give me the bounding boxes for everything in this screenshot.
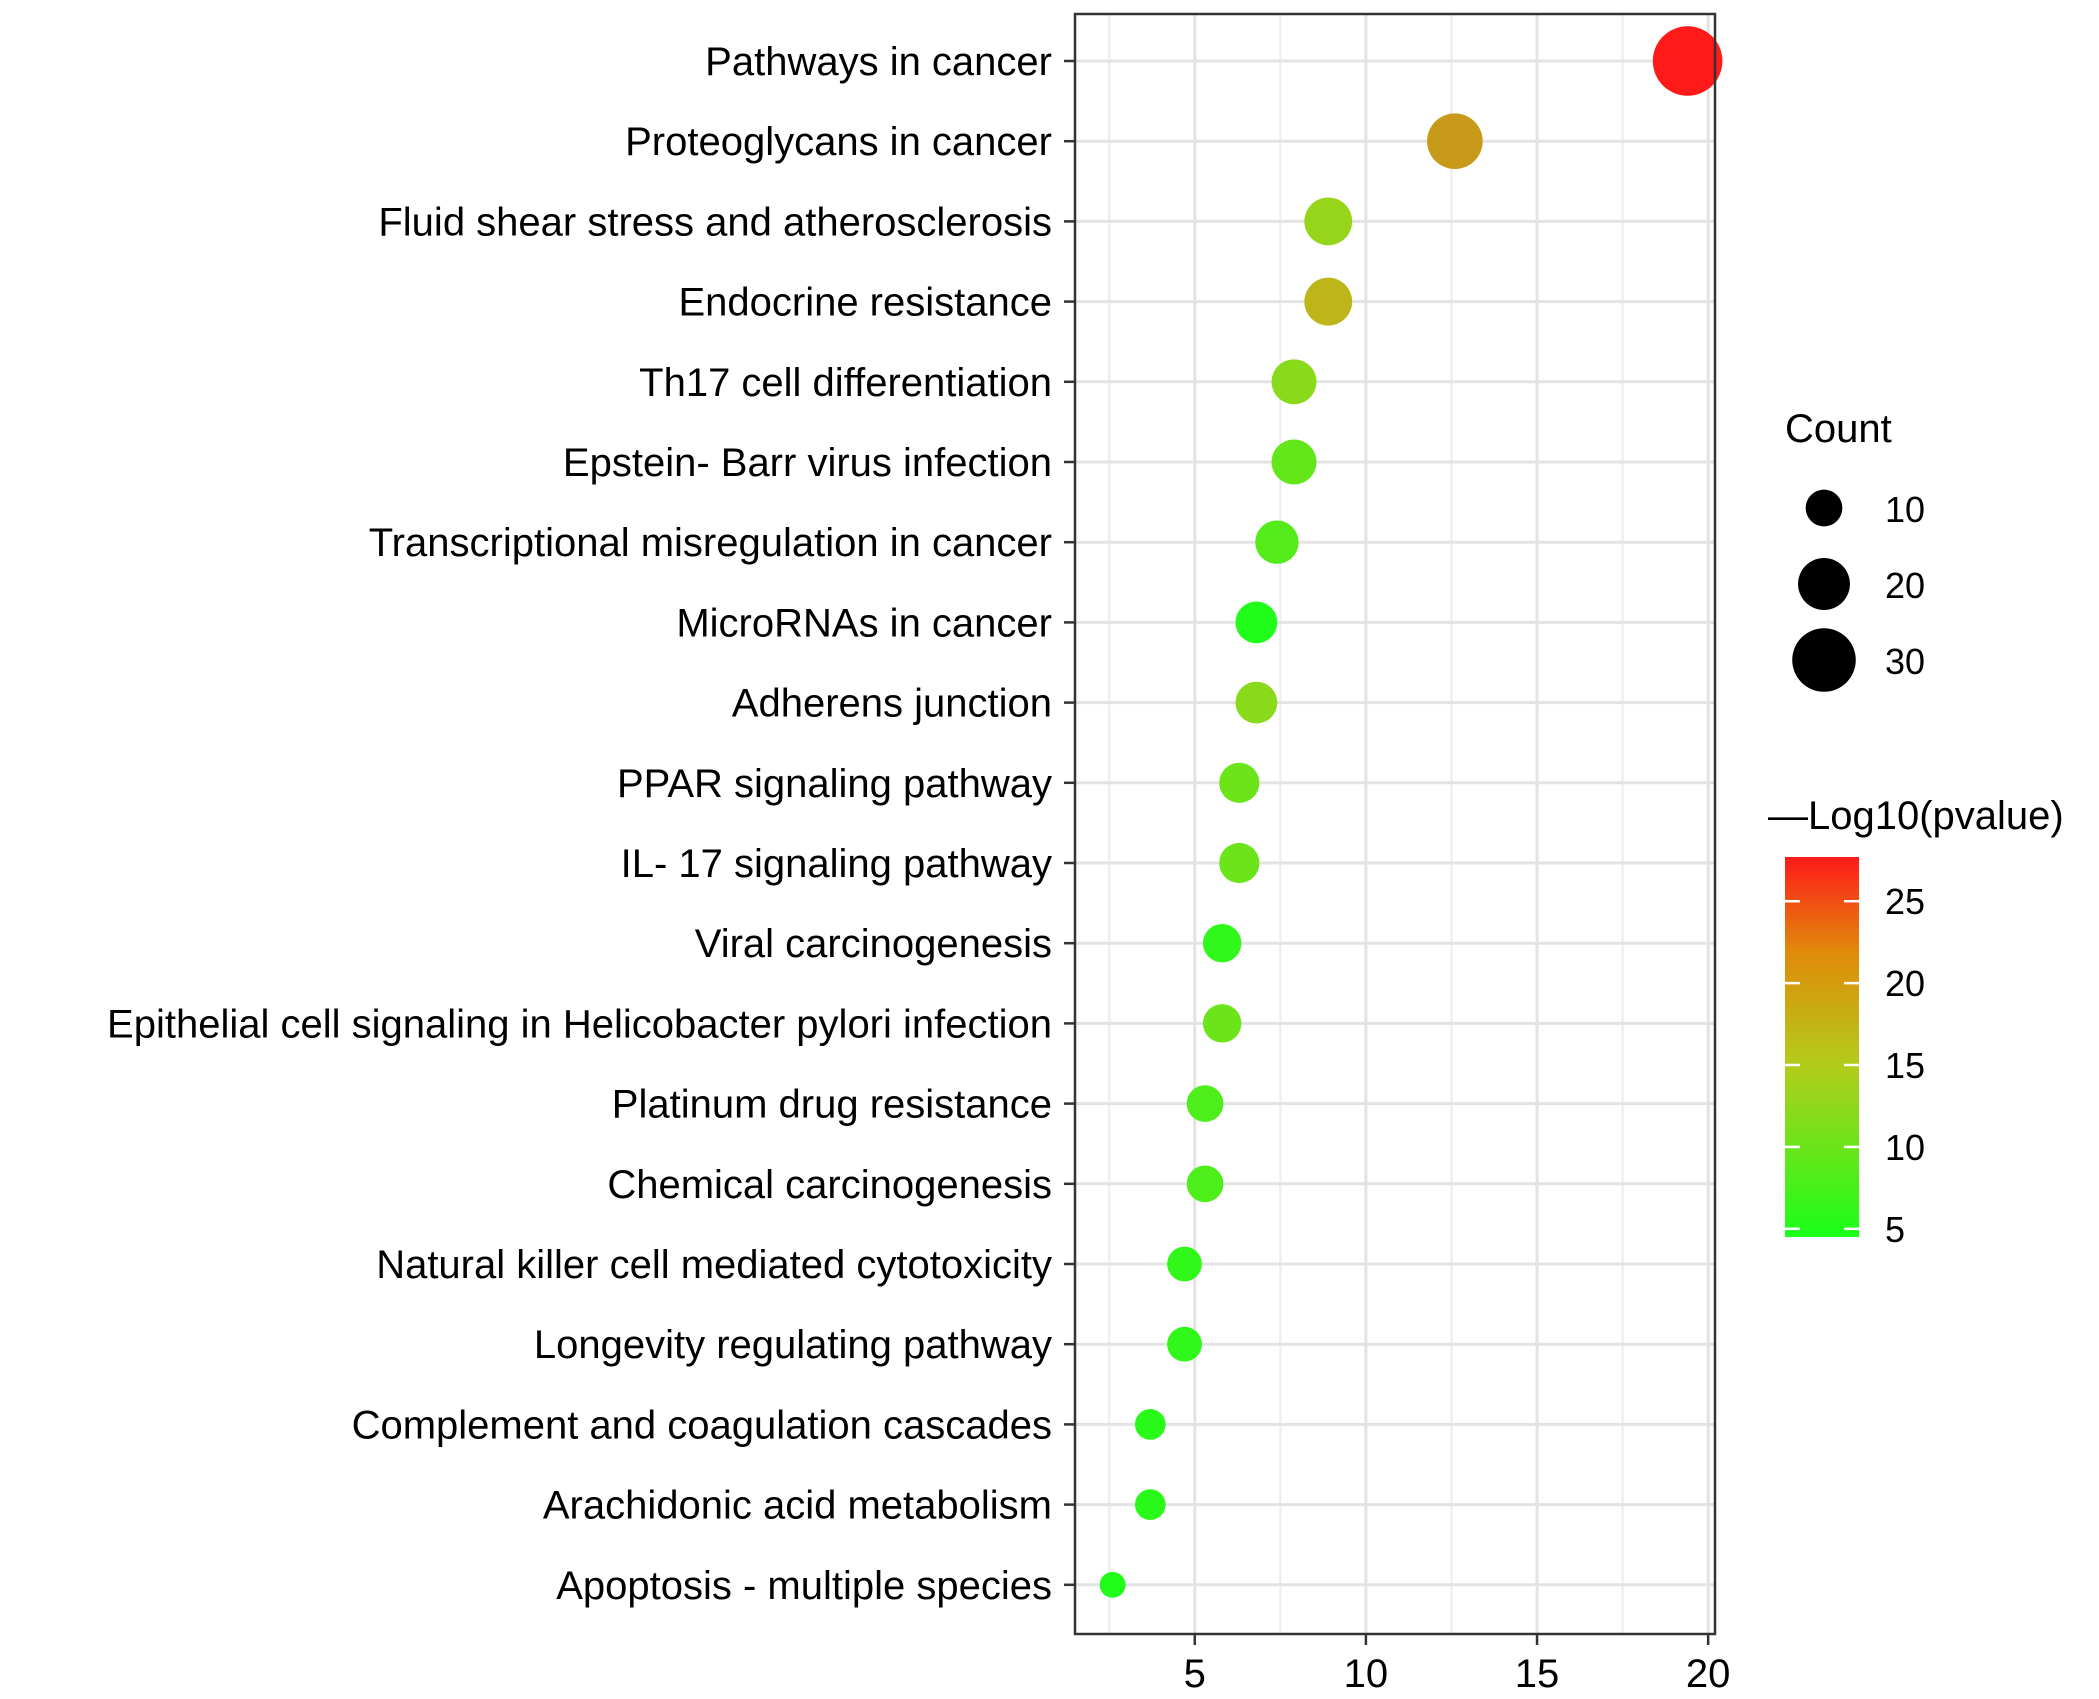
y-tick-label: Natural killer cell mediated cytotoxicit… [376,1243,1052,1287]
data-point [1235,681,1278,724]
x-tick-label: 10 [1344,1652,1389,1696]
data-point [1271,359,1317,405]
colorbar-label: 20 [1885,963,1925,1004]
count-legend-title: Count [1785,407,1892,451]
data-point [1134,1409,1166,1440]
data-point [1255,520,1299,564]
data-point [1219,762,1260,803]
y-tick-label: Platinum drug resistance [612,1083,1052,1127]
data-point [1202,923,1242,963]
y-tick-label: Chemical carcinogenesis [607,1163,1052,1207]
count-legend-label: 10 [1885,489,1925,530]
y-tick-label: MicroRNAs in cancer [676,601,1052,645]
data-point [1202,1004,1242,1043]
data-points [1099,26,1723,1598]
data-point [1186,1085,1224,1122]
grid-lines [1075,14,1715,1634]
count-legend-label: 20 [1885,565,1925,606]
colorbar-label: 5 [1885,1209,1905,1250]
count-legend-key [1792,628,1856,692]
x-tick-label: 15 [1515,1652,1560,1696]
data-point [1219,842,1260,884]
count-legend-label: 30 [1885,641,1925,682]
data-point [1167,1246,1202,1282]
data-point [1652,26,1723,96]
y-tick-label: Transcriptional misregulation in cancer [369,521,1052,565]
colorbar [1785,857,1859,1237]
y-tick-label: Epstein- Barr virus infection [563,441,1052,485]
y-tick-label: Epithelial cell signaling in Helicobacte… [107,1002,1052,1046]
data-point [1167,1326,1202,1362]
colorbar-legend-title: —Log10(pvalue) [1768,794,2064,838]
colorbar-label: 25 [1885,881,1925,922]
colorbar-label: 10 [1885,1127,1925,1168]
y-tick-label: Longevity regulating pathway [534,1323,1052,1367]
data-point [1235,601,1278,644]
y-tick-label: IL- 17 signaling pathway [621,842,1052,886]
plot-panel-background [1075,14,1715,1634]
y-tick-label: Arachidonic acid metabolism [543,1484,1052,1528]
count-legend-key [1798,558,1850,610]
count-legend-key [1805,489,1843,527]
y-tick-label: Pathways in cancer [705,40,1052,84]
y-tick-label: Fluid shear stress and atherosclerosis [378,200,1052,244]
y-tick-label: Adherens junction [732,682,1052,726]
pvalue-colorbar-legend: —Log10(pvalue) 25 20 15 10 5 [1768,794,2064,1250]
data-point [1134,1489,1166,1520]
data-point [1186,1165,1224,1203]
data-point [1304,277,1353,326]
x-axis: 5 10 15 20 [1184,1634,1731,1696]
y-tick-label: Endocrine resistance [678,281,1052,325]
data-point [1099,1571,1126,1598]
data-point [1427,113,1483,170]
x-tick-label: 20 [1686,1652,1731,1696]
y-tick-label: Proteoglycans in cancer [625,120,1052,164]
y-tick-label: PPAR signaling pathway [617,762,1052,806]
y-tick-label: Apoptosis - multiple species [556,1564,1052,1608]
x-tick-label: 5 [1184,1652,1206,1696]
y-tick-label: Complement and coagulation cascades [352,1403,1052,1447]
y-tick-label: Viral carcinogenesis [695,922,1052,966]
y-tick-label: Th17 cell differentiation [639,361,1052,405]
plot-panel-border [1073,12,1717,1636]
data-point [1304,197,1353,246]
count-legend: Count 10 20 30 [1785,407,1925,692]
colorbar-label: 15 [1885,1045,1925,1086]
y-axis: Pathways in cancer Proteoglycans in cance… [107,40,1075,1608]
data-point [1271,439,1317,485]
